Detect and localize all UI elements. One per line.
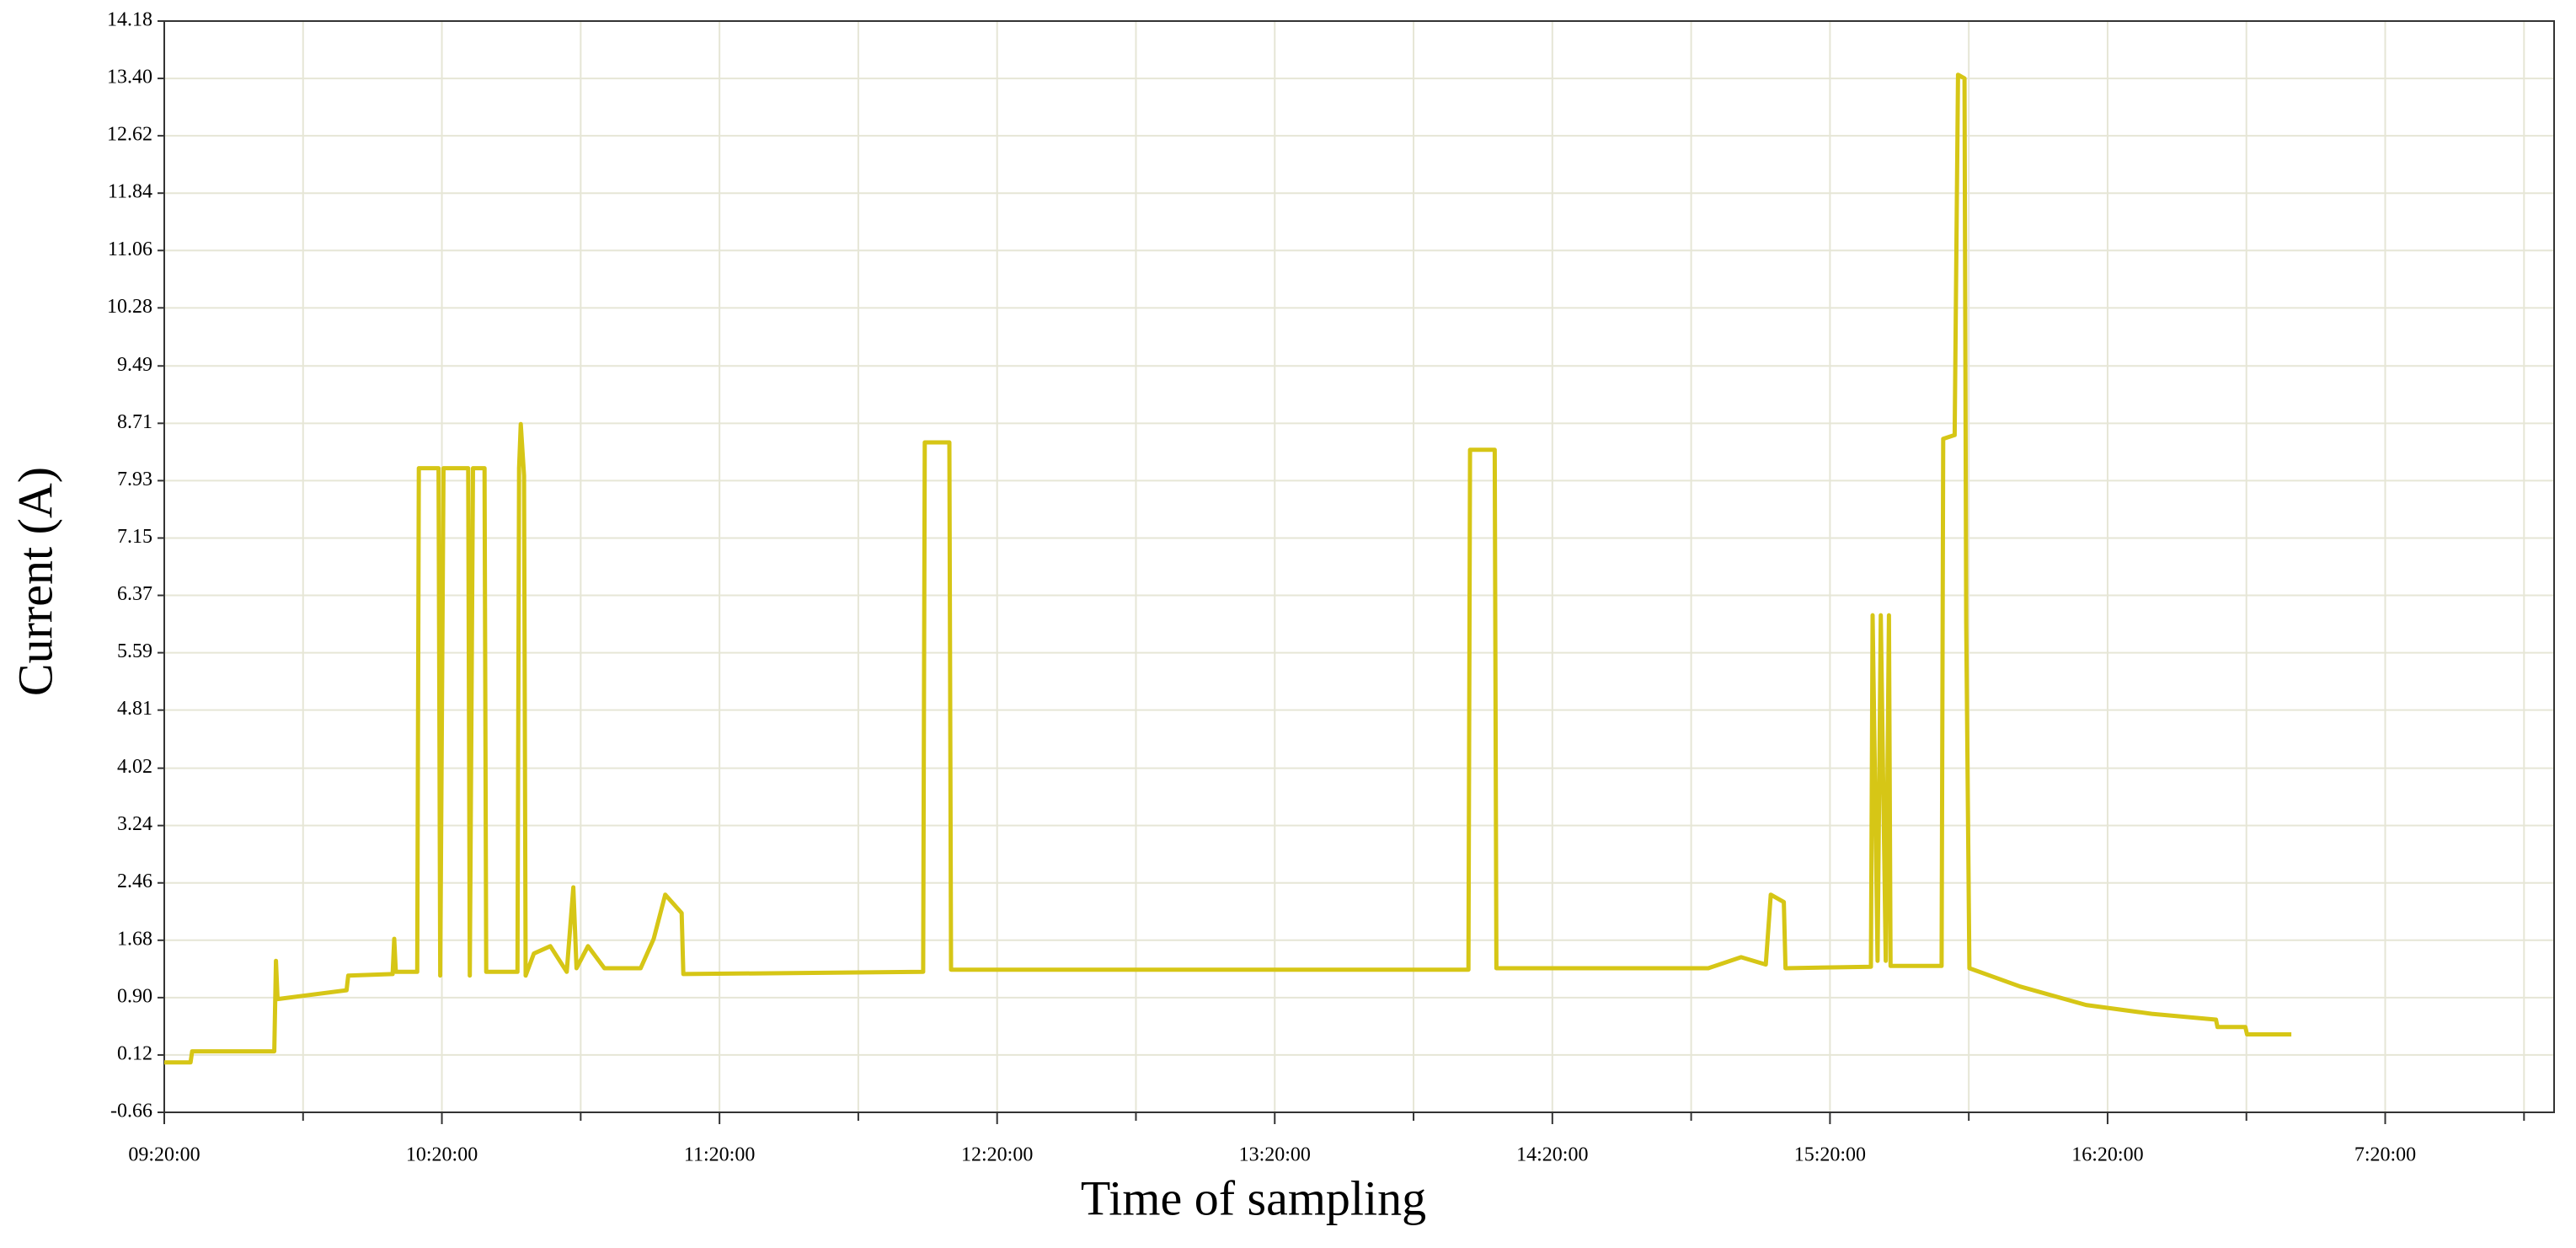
- y-tick-label: 3.24: [117, 813, 152, 835]
- y-tick-label: 10.28: [107, 296, 152, 318]
- x-tick-label: 10:20:00: [406, 1144, 478, 1166]
- x-tick-label: 12:20:00: [961, 1144, 1033, 1166]
- y-tick-label: 12.62: [107, 124, 152, 146]
- y-tick-label: 6.37: [117, 583, 152, 605]
- y-tick-label: 7.93: [117, 469, 152, 490]
- y-tick-label: 7.15: [117, 526, 152, 548]
- y-tick-label: 11.84: [108, 181, 152, 203]
- y-tick-label: 9.49: [117, 354, 152, 376]
- y-axis-label: Current (A): [8, 467, 62, 696]
- y-tick-label: 5.59: [117, 640, 152, 662]
- x-tick-label: 14:20:00: [1516, 1144, 1588, 1166]
- y-tick-label: 14.18: [107, 9, 152, 31]
- y-tick-label: 13.40: [107, 67, 152, 88]
- current-line: [164, 72, 2292, 1065]
- y-tick-label: 0.90: [117, 985, 152, 1007]
- y-tick-label: 0.12: [117, 1042, 152, 1064]
- x-tick-label: 09:20:00: [128, 1144, 200, 1166]
- x-tick-label: 11:20:00: [684, 1144, 755, 1166]
- plot-frame: [163, 20, 2555, 1113]
- y-tick-label: -0.66: [110, 1101, 152, 1122]
- y-tick-label: 1.68: [117, 928, 152, 950]
- y-tick-label: 4.02: [117, 756, 152, 778]
- x-tick-label: 7:20:00: [2354, 1144, 2416, 1166]
- x-tick-label: 13:20:00: [1239, 1144, 1311, 1166]
- x-tick-label: 15:20:00: [1794, 1144, 1866, 1166]
- y-tick-label: 8.71: [117, 411, 152, 433]
- y-tick-label: 4.81: [117, 698, 152, 720]
- y-tick-label: 2.46: [117, 870, 152, 892]
- x-axis-label: Time of sampling: [1081, 1170, 1426, 1225]
- y-tick-label: 11.06: [108, 238, 152, 260]
- x-tick-label: 16:20:00: [2071, 1144, 2143, 1166]
